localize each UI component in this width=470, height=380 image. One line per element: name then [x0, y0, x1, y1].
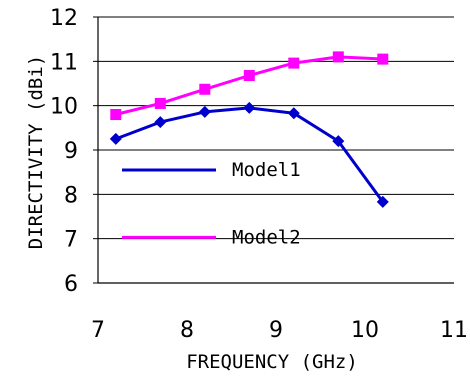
data-point-model1: [243, 101, 256, 114]
data-point-model2: [377, 53, 389, 65]
y-tick-labels: 6 7 8 9 10 11 12: [50, 6, 78, 297]
series-model1: [109, 101, 389, 208]
legend-label-model2: Model2: [232, 226, 301, 248]
data-point-model2: [110, 109, 122, 121]
data-point-model2: [199, 83, 211, 95]
data-point-model2: [288, 57, 300, 69]
x-axis-title: FREQUENCY (GHz): [186, 351, 358, 373]
x-tick-labels: 7 8 9 10 11: [91, 318, 468, 343]
x-tick-label: 7: [91, 318, 105, 343]
data-point-model2: [154, 97, 166, 109]
x-tick-label: 9: [269, 318, 283, 343]
data-point-model2: [332, 51, 344, 63]
y-tick-label: 8: [64, 183, 78, 208]
y-tick-label: 11: [50, 50, 78, 75]
x-tick-label: 8: [180, 318, 194, 343]
y-tick-label: 7: [64, 228, 78, 253]
y-tick-label: 10: [50, 95, 78, 120]
data-point-model1: [154, 116, 167, 129]
series-model2: [110, 51, 389, 121]
y-tick-label: 9: [64, 139, 78, 164]
y-tick-label: 6: [64, 272, 78, 297]
y-axis-title: DIRECTIVITY (dBi): [25, 55, 47, 249]
data-point-model1: [287, 107, 300, 120]
legend-label-model1: Model1: [232, 159, 301, 181]
legend: Model1 Model2: [122, 159, 301, 248]
data-point-model1: [198, 105, 211, 118]
data-point-model1: [332, 135, 345, 148]
data-point-model2: [243, 70, 255, 82]
data-point-model1: [376, 195, 389, 208]
x-tick-label: 10: [351, 318, 379, 343]
x-tick-label: 11: [440, 318, 468, 343]
y-tick-label: 12: [50, 6, 78, 31]
series-group: [109, 51, 389, 208]
data-point-model1: [109, 132, 122, 145]
